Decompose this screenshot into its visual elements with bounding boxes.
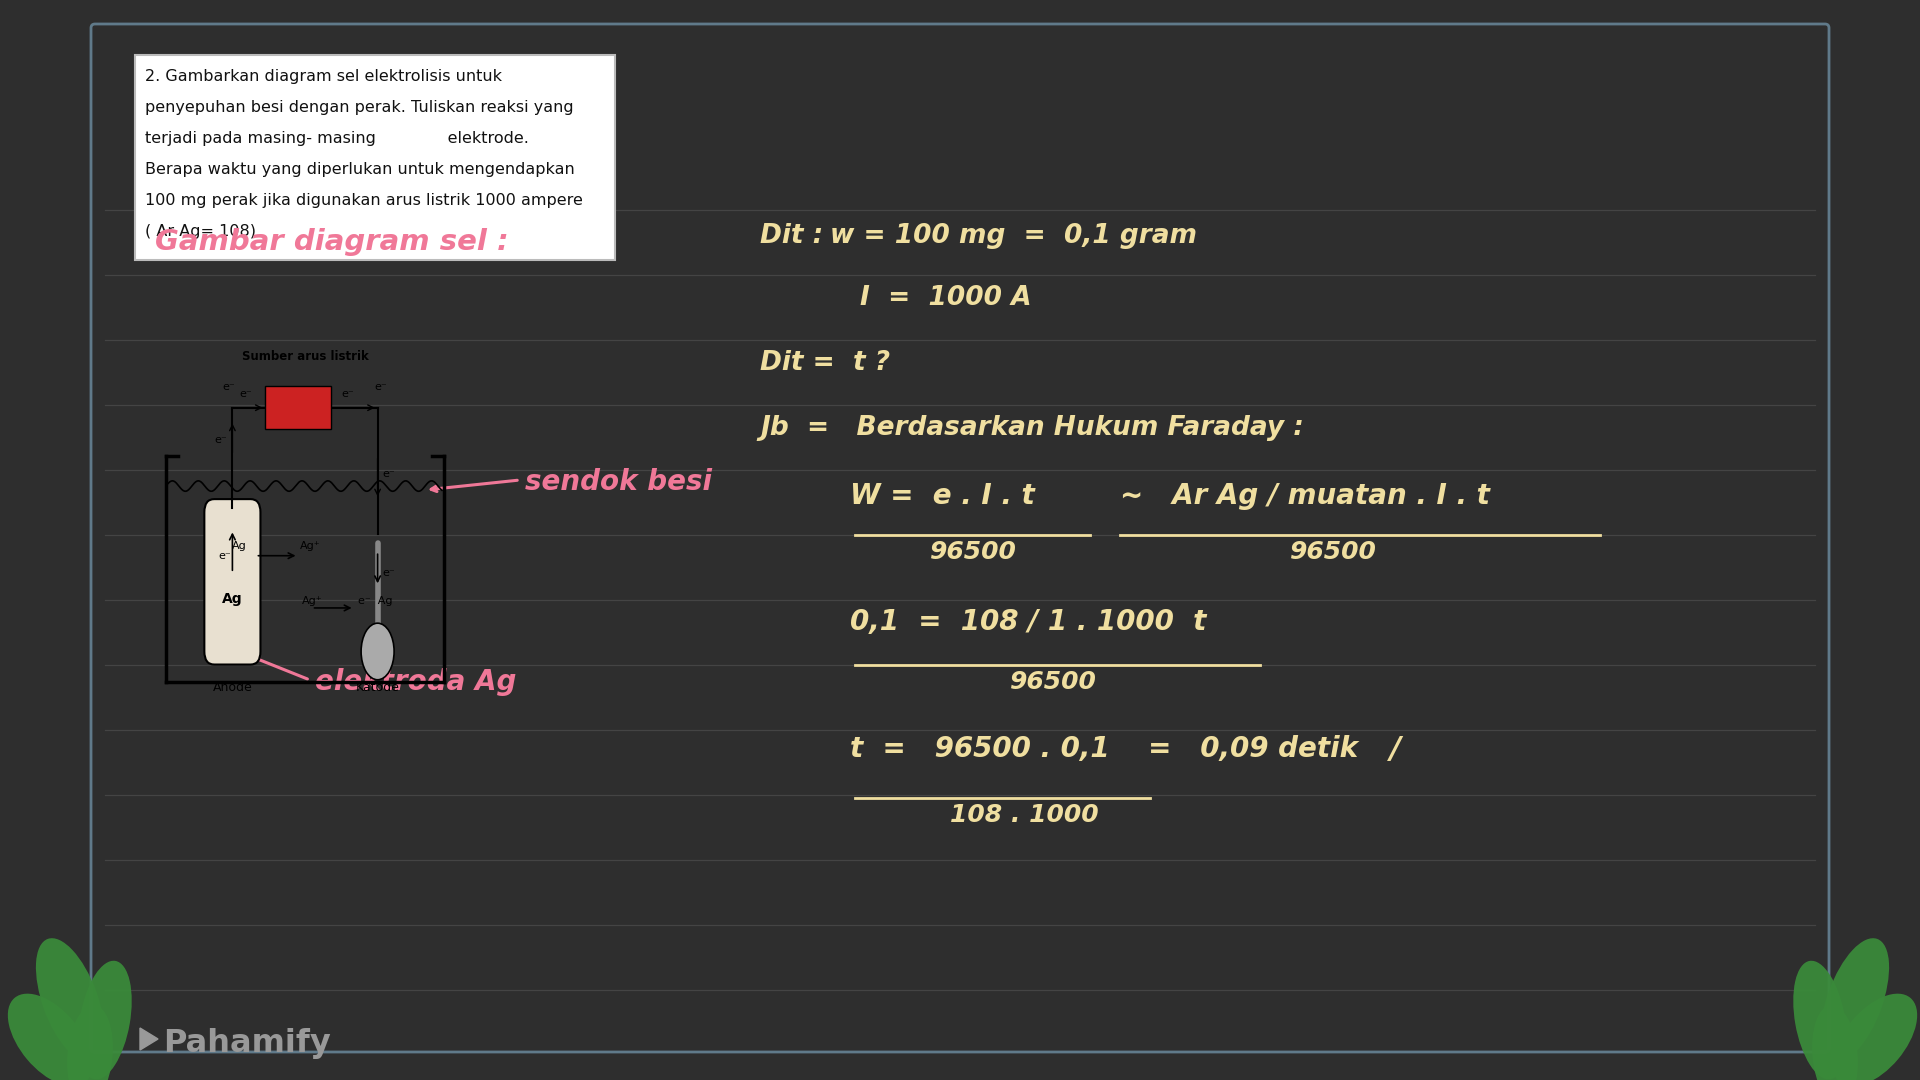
Text: t  =   96500 . 0,1    =   0,09 detik: t = 96500 . 0,1 = 0,09 detik [851, 735, 1357, 762]
Text: ~   Ar Ag / muatan . I . t: ~ Ar Ag / muatan . I . t [1119, 482, 1490, 510]
Text: terjadi pada masing- masing              elektrode.: terjadi pada masing- masing elektrode. [146, 131, 528, 146]
Text: w = 100 mg  =  0,1 gram: w = 100 mg = 0,1 gram [829, 222, 1196, 249]
Text: e⁻: e⁻ [215, 434, 227, 445]
Text: e⁻: e⁻ [382, 568, 396, 578]
Text: e⁻: e⁻ [223, 382, 236, 392]
Text: 96500: 96500 [1290, 540, 1377, 564]
Ellipse shape [79, 961, 132, 1079]
Text: 2. Gambarkan diagram sel elektrolisis untuk: 2. Gambarkan diagram sel elektrolisis un… [146, 69, 501, 84]
Text: Dit :: Dit : [760, 222, 824, 249]
Ellipse shape [361, 623, 394, 679]
Text: e⁻: e⁻ [240, 389, 252, 399]
Text: Sumber arus listrik: Sumber arus listrik [242, 350, 369, 363]
Text: sendok besi: sendok besi [524, 468, 712, 496]
Text: penyepuhan besi dengan perak. Tuliskan reaksi yang: penyepuhan besi dengan perak. Tuliskan r… [146, 100, 574, 114]
Text: /: / [1390, 735, 1402, 764]
Text: 0,1  =  108 / 1 . 1000  t: 0,1 = 108 / 1 . 1000 t [851, 608, 1206, 636]
Text: Anode: Anode [213, 680, 252, 693]
Text: ( Ar Ag= 108): ( Ar Ag= 108) [146, 224, 255, 239]
Text: 108 . 1000: 108 . 1000 [950, 804, 1098, 827]
Text: Gambar diagram sel :: Gambar diagram sel : [156, 228, 509, 256]
Text: elektroda Ag: elektroda Ag [315, 669, 516, 696]
Ellipse shape [1812, 1005, 1859, 1080]
Text: e⁻: e⁻ [342, 389, 355, 399]
Text: W =  e . I . t: W = e . I . t [851, 482, 1035, 510]
Text: Ag: Ag [232, 541, 246, 551]
Text: I  =  1000 A: I = 1000 A [860, 285, 1031, 311]
Ellipse shape [1820, 939, 1889, 1062]
Ellipse shape [1793, 961, 1847, 1079]
Bar [265, 386, 332, 430]
Text: e⁻  Ag: e⁻ Ag [357, 595, 392, 606]
FancyBboxPatch shape [204, 499, 261, 664]
Text: 96500: 96500 [929, 540, 1018, 564]
Bar [134, 55, 614, 260]
Text: Ag⁺: Ag⁺ [301, 595, 323, 606]
Text: e⁻: e⁻ [374, 382, 388, 392]
Text: Dit =  t ?: Dit = t ? [760, 350, 891, 376]
Ellipse shape [67, 1005, 113, 1080]
Text: Pahamify: Pahamify [163, 1028, 330, 1059]
Ellipse shape [1834, 994, 1918, 1080]
Text: Katode: Katode [355, 680, 399, 693]
Ellipse shape [8, 994, 92, 1080]
Text: Ag⁺: Ag⁺ [300, 541, 321, 551]
Text: 96500: 96500 [1010, 670, 1096, 694]
Text: e⁻: e⁻ [382, 470, 396, 480]
Text: Ag: Ag [223, 592, 242, 606]
Polygon shape [140, 1028, 157, 1050]
Ellipse shape [36, 939, 104, 1062]
Text: Jb  =   Berdasarkan Hukum Faraday :: Jb = Berdasarkan Hukum Faraday : [760, 415, 1304, 441]
Text: e⁻: e⁻ [219, 551, 230, 561]
Text: 100 mg perak jika digunakan arus listrik 1000 ampere: 100 mg perak jika digunakan arus listrik… [146, 193, 584, 208]
FancyBboxPatch shape [90, 24, 1830, 1052]
Text: Berapa waktu yang diperlukan untuk mengendapkan: Berapa waktu yang diperlukan untuk menge… [146, 162, 574, 177]
